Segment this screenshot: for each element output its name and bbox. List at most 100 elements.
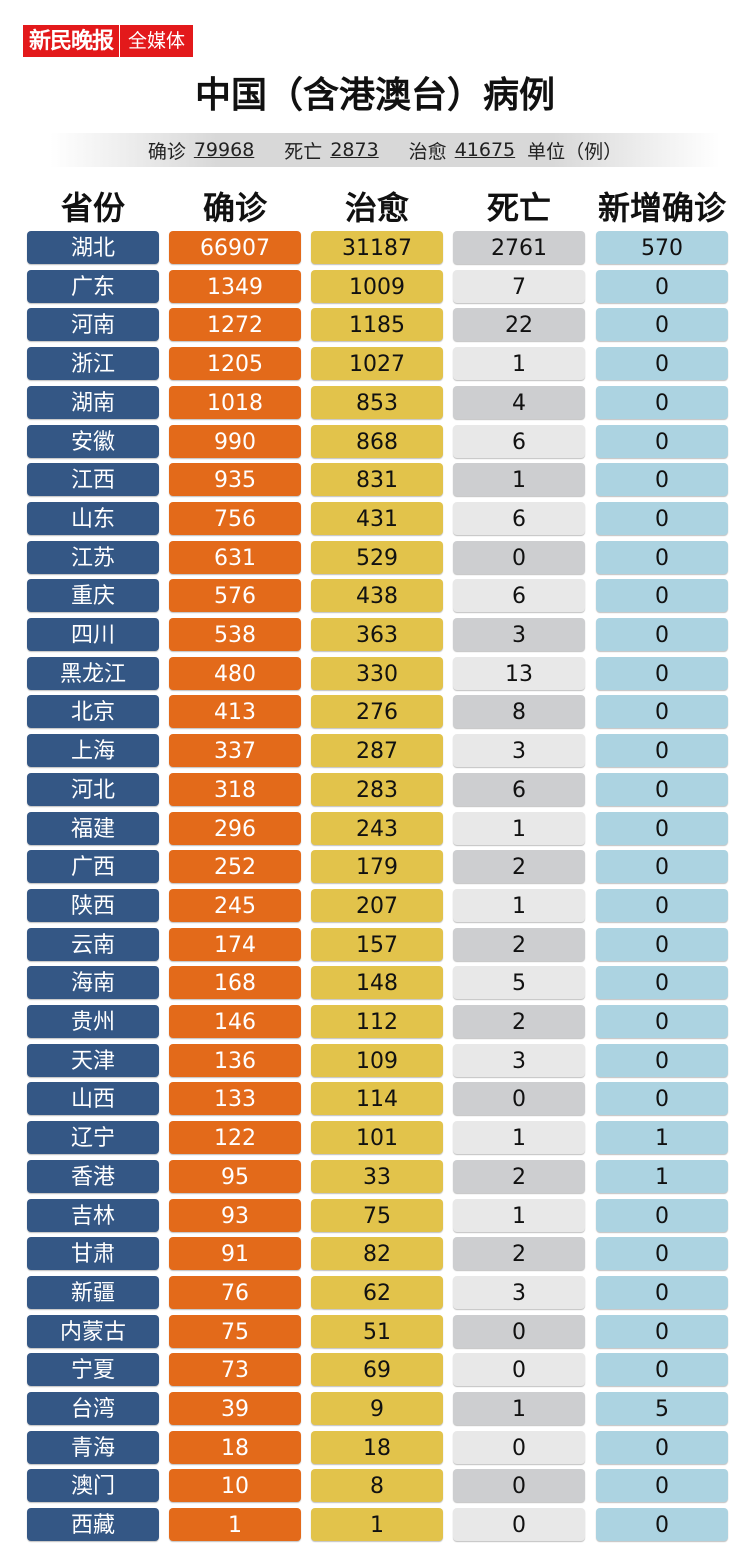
cell-confirmed: 1349 — [169, 269, 301, 303]
cell-confirmed: 73 — [169, 1353, 301, 1387]
cell-province: 台湾 — [27, 1392, 159, 1425]
cell-confirmed: 1272 — [169, 308, 301, 342]
cell-death: 3 — [453, 734, 585, 768]
cell-confirmed: 136 — [169, 1043, 301, 1077]
cell-province: 湖南 — [27, 385, 159, 419]
cell-province: 山东 — [27, 501, 159, 535]
cell-death: 0 — [453, 1469, 585, 1503]
cell-cured: 109 — [311, 1043, 443, 1077]
cell-death: 1 — [453, 463, 585, 497]
cell-death: 0 — [453, 1314, 585, 1348]
cell-death: 0 — [453, 1508, 585, 1542]
cell-new-confirmed: 0 — [596, 850, 728, 884]
cell-province: 澳门 — [27, 1469, 159, 1503]
cell-province: 贵州 — [27, 1005, 159, 1038]
cell-death: 2 — [453, 1159, 585, 1193]
cell-death: 3 — [453, 1043, 585, 1077]
column-header-confirmed: 确诊 — [202, 189, 267, 227]
cell-cured: 1027 — [311, 347, 443, 381]
cell-death: 7 — [453, 269, 585, 303]
cell-confirmed: 631 — [169, 540, 301, 574]
cell-cured: 8 — [311, 1469, 443, 1503]
cell-confirmed: 10 — [169, 1469, 301, 1503]
cell-new-confirmed: 0 — [596, 888, 728, 922]
cell-new-confirmed: 0 — [596, 1082, 728, 1116]
cell-confirmed: 990 — [169, 424, 301, 458]
cell-confirmed: 146 — [169, 1005, 301, 1038]
cell-cured: 9 — [311, 1392, 443, 1425]
cell-death: 2 — [453, 850, 585, 884]
cell-death: 13 — [453, 656, 585, 690]
cell-confirmed: 296 — [169, 811, 301, 845]
cell-new-confirmed: 0 — [596, 385, 728, 419]
cell-new-confirmed: 0 — [596, 1469, 728, 1503]
cell-cured: 868 — [311, 424, 443, 458]
cell-province: 宁夏 — [27, 1353, 159, 1387]
cell-province: 内蒙古 — [27, 1314, 159, 1348]
cell-province: 辽宁 — [27, 1121, 159, 1155]
cell-cured: 1009 — [311, 269, 443, 303]
column-header-cured: 治愈 — [344, 189, 409, 227]
cell-province: 江西 — [27, 463, 159, 497]
cell-cured: 853 — [311, 385, 443, 419]
column-header-new-confirmed: 新增确诊 — [597, 189, 726, 227]
cell-province: 江苏 — [27, 540, 159, 574]
cell-new-confirmed: 0 — [596, 695, 728, 729]
cell-province: 黑龙江 — [27, 656, 159, 690]
cell-province: 上海 — [27, 734, 159, 768]
cell-death: 3 — [453, 1275, 585, 1309]
cell-cured: 287 — [311, 734, 443, 768]
cell-cured: 75 — [311, 1198, 443, 1232]
cell-confirmed: 1 — [169, 1508, 301, 1542]
cell-province: 吉林 — [27, 1198, 159, 1232]
cell-death: 0 — [453, 1353, 585, 1387]
cell-confirmed: 245 — [169, 888, 301, 922]
cell-death: 1 — [453, 1392, 585, 1425]
cell-death: 6 — [453, 424, 585, 458]
cell-new-confirmed: 0 — [596, 463, 728, 497]
cell-death: 2 — [453, 1237, 585, 1271]
cell-new-confirmed: 0 — [596, 1508, 728, 1542]
cell-province: 西藏 — [27, 1508, 159, 1542]
cell-province: 陕西 — [27, 888, 159, 922]
cell-death: 1 — [453, 1198, 585, 1232]
cell-death: 22 — [453, 308, 585, 342]
cell-confirmed: 66907 — [169, 231, 301, 264]
cell-death: 1 — [453, 347, 585, 381]
cell-death: 4 — [453, 385, 585, 419]
brand-logo: 新民晚报 全媒体 — [23, 25, 194, 57]
cell-new-confirmed: 0 — [596, 1314, 728, 1348]
cell-cured: 1 — [311, 1508, 443, 1542]
cell-province: 海南 — [27, 966, 159, 1000]
cell-confirmed: 935 — [169, 463, 301, 497]
cell-confirmed: 538 — [169, 618, 301, 651]
cell-new-confirmed: 0 — [596, 656, 728, 690]
column-header-province: 省份 — [60, 189, 125, 227]
cell-death: 0 — [453, 1082, 585, 1116]
cell-cured: 330 — [311, 656, 443, 690]
cell-cured: 101 — [311, 1121, 443, 1155]
cell-new-confirmed: 0 — [596, 1353, 728, 1387]
cell-confirmed: 318 — [169, 772, 301, 806]
cell-new-confirmed: 0 — [596, 1275, 728, 1309]
cell-province: 广东 — [27, 269, 159, 303]
cell-cured: 148 — [311, 966, 443, 1000]
cell-province: 重庆 — [27, 579, 159, 613]
cell-confirmed: 576 — [169, 579, 301, 613]
cell-new-confirmed: 570 — [596, 231, 728, 264]
cell-province: 安徽 — [27, 424, 159, 458]
cell-province: 河北 — [27, 772, 159, 806]
cell-cured: 82 — [311, 1237, 443, 1271]
cell-new-confirmed: 5 — [596, 1392, 728, 1425]
cell-cured: 157 — [311, 927, 443, 961]
cell-province: 云南 — [27, 927, 159, 961]
cell-new-confirmed: 0 — [596, 347, 728, 381]
cell-death: 5 — [453, 966, 585, 1000]
cell-cured: 243 — [311, 811, 443, 845]
cell-new-confirmed: 0 — [596, 579, 728, 613]
cell-new-confirmed: 0 — [596, 618, 728, 651]
cell-new-confirmed: 0 — [596, 424, 728, 458]
cell-cured: 179 — [311, 850, 443, 884]
cell-confirmed: 133 — [169, 1082, 301, 1116]
cell-death: 1 — [453, 1121, 585, 1155]
